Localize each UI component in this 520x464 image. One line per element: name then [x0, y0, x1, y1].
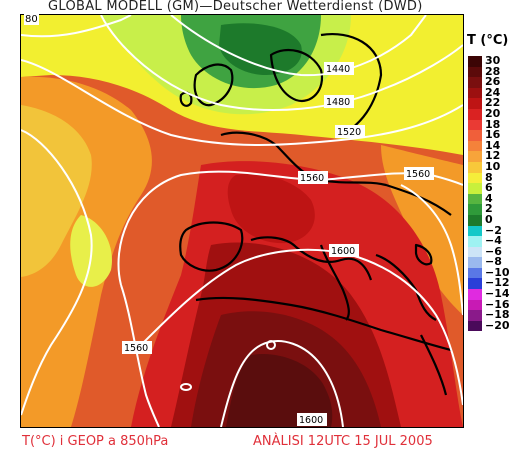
legend-label: 18	[485, 117, 501, 131]
map-canvas: 1440 1480 1520 1560 1560 1560 1600 1600	[21, 15, 463, 427]
legend-swatch	[468, 204, 482, 215]
corner-label: 80	[24, 14, 39, 25]
temperature-map: 1440 1480 1520 1560 1560 1560 1600 1600	[20, 14, 464, 428]
legend-swatch	[468, 87, 482, 99]
field-darkgreen	[219, 23, 302, 75]
legend-swatch	[468, 310, 482, 321]
contour-label-1600-a: 1600	[331, 246, 355, 257]
field-yellow-west	[21, 105, 92, 277]
contour-label-1480: 1480	[326, 97, 350, 108]
legend-swatch	[468, 320, 482, 332]
legend-swatch	[468, 257, 482, 268]
coast-levant	[420, 334, 448, 396]
legend-swatch	[468, 193, 482, 205]
legend-swatch	[468, 161, 482, 173]
contour-label-group: 1440 1480 1520 1560 1560 1560 1600 1600	[122, 62, 434, 426]
contour-label-1560-b: 1560	[406, 169, 430, 180]
legend-swatch	[468, 66, 482, 78]
legend-swatch	[468, 151, 482, 162]
footer-variable: T(°C) i GEOP a 850hPa	[22, 434, 169, 449]
footer-analysis-time: ANÀLISI 12UTC 15 JUL 2005	[253, 434, 433, 449]
legend-label: −6	[485, 244, 502, 258]
contour-label-1440: 1440	[326, 64, 350, 75]
legend-label: −16	[485, 297, 510, 311]
field-red-patch	[227, 173, 315, 244]
legend-swatch	[468, 278, 482, 290]
coast-med-north	[250, 236, 373, 281]
legend-label: −14	[485, 287, 510, 301]
legend-label: −2	[485, 223, 502, 237]
legend-swatch	[468, 172, 482, 184]
contour-label-1560-a: 1560	[300, 173, 324, 184]
legend-label: −10	[485, 265, 510, 279]
contour-1440	[170, 15, 427, 77]
legend-label: 22	[485, 96, 501, 110]
coast-baltic	[320, 32, 383, 136]
legend-label: 6	[485, 181, 493, 195]
legend-label: 16	[485, 128, 501, 142]
legend-label: 24	[485, 85, 501, 99]
legend-swatch	[468, 183, 482, 194]
legend-label: 2	[485, 202, 493, 216]
legend-label: −4	[485, 234, 502, 248]
legend-swatch	[468, 77, 482, 88]
legend-label: 8	[485, 170, 493, 184]
legend-swatch	[468, 56, 482, 67]
legend-label: 26	[485, 75, 501, 89]
legend-swatch	[468, 225, 482, 237]
contour-1480	[100, 15, 463, 111]
contour-1520	[21, 59, 463, 146]
field-orange-east	[381, 145, 463, 315]
legend-swatch	[468, 98, 482, 109]
legend-label: 28	[485, 64, 501, 78]
legend-label: −18	[485, 308, 510, 322]
legend-label: −20	[485, 318, 510, 332]
legend-swatch	[468, 246, 482, 258]
legend-swatch	[468, 108, 482, 120]
contour-label-1560-c: 1560	[124, 343, 148, 354]
legend-swatch	[468, 140, 482, 152]
contour-label-1520: 1520	[337, 127, 361, 138]
coast-iberia	[179, 221, 244, 272]
legend-label: 20	[485, 106, 501, 120]
legend-swatch	[468, 299, 482, 311]
legend-swatch	[468, 267, 482, 279]
legend-swatch	[468, 236, 482, 247]
legend-title: T (°C)	[467, 33, 509, 48]
field-hottest	[226, 354, 333, 427]
legend-label: −12	[485, 276, 510, 290]
coast-italy	[319, 244, 350, 321]
coastlines	[179, 32, 452, 396]
legend-label: 10	[485, 159, 501, 173]
legend-label: 0	[485, 212, 493, 226]
contour-label-1600-b: 1600	[299, 415, 323, 426]
legend-label: 30	[485, 54, 501, 67]
legend-label: 14	[485, 138, 501, 152]
legend-swatch	[468, 119, 482, 131]
legend-label: 12	[485, 149, 501, 163]
legend-swatch	[468, 130, 482, 141]
legend-swatch	[468, 289, 482, 300]
coast-scandinavia-s	[269, 48, 324, 103]
coast-north-africa	[195, 296, 452, 352]
legend-label: 4	[485, 191, 493, 205]
legend-swatch	[468, 214, 482, 226]
coast-island	[414, 243, 433, 266]
map-title: GLOBAL MODELL (GM)—Deutscher Wetterdiens…	[48, 0, 423, 14]
legend-label: −8	[485, 255, 502, 269]
